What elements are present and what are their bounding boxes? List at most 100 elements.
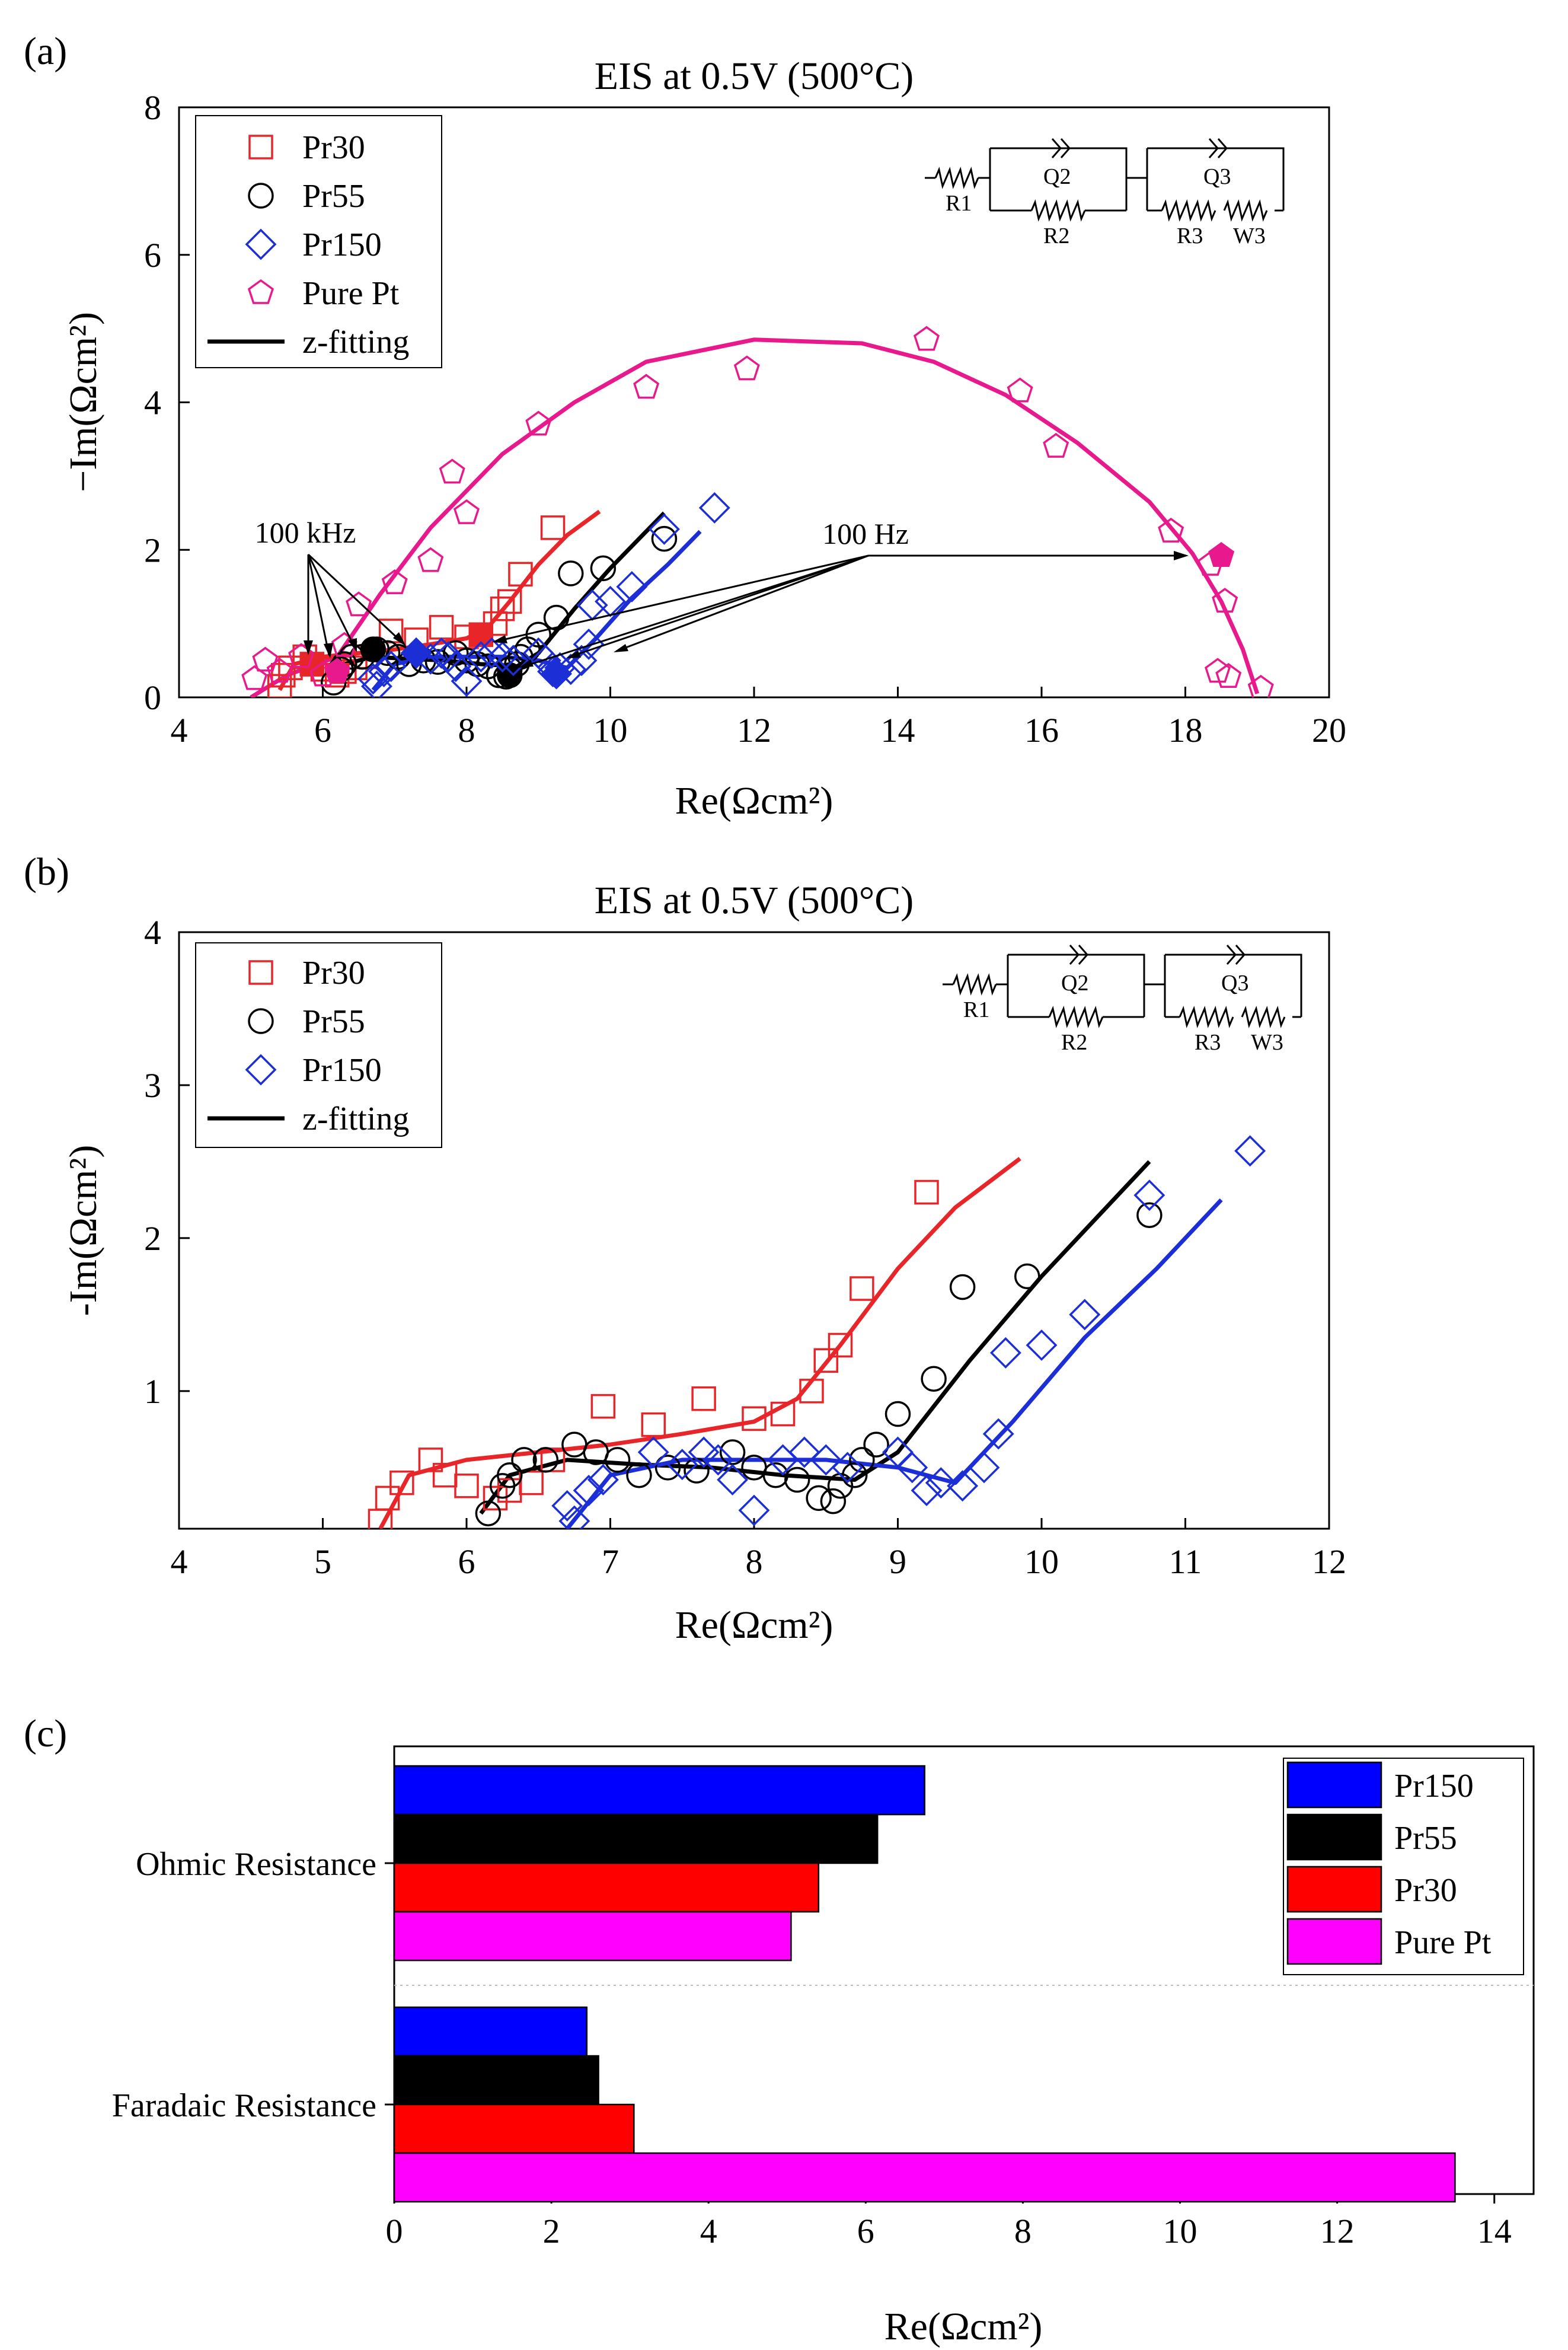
legend-marker-pr30 — [248, 135, 273, 160]
legend-swatch-pr55 — [1286, 1813, 1382, 1861]
point-pure-pt — [913, 326, 940, 351]
point-filled-pr150 — [400, 637, 432, 669]
point-pr30 — [799, 1379, 824, 1404]
point-pr30 — [828, 1332, 853, 1358]
point-pure-pt — [1158, 518, 1184, 543]
point-pr30 — [742, 1406, 767, 1431]
chart-title-a: EIS at 0.5V (500°C) — [595, 55, 914, 98]
point-pr30 — [418, 1447, 443, 1472]
point-pr55 — [863, 1431, 889, 1458]
point-pr150 — [360, 670, 392, 697]
resistor-r1 — [934, 167, 979, 189]
bar-pr55-faradaic-resistance — [393, 2055, 599, 2106]
circuit-label-r3: R3 — [1177, 224, 1203, 248]
circuit-label-q2: Q2 — [1061, 971, 1088, 996]
legend-marker-pr150 — [245, 228, 277, 260]
point-pure-pt — [1205, 658, 1231, 683]
legend-swatch-pure-pt — [1286, 1918, 1382, 1965]
point-pr150 — [810, 1444, 842, 1476]
x-tick-label: 7 — [602, 1542, 619, 1581]
circuit-label-r3: R3 — [1195, 1030, 1221, 1055]
bar-pure-pt-ohmic-resistance — [393, 1911, 792, 1962]
x-tick-label: 0 — [386, 2212, 403, 2250]
x-tick-label: 2 — [543, 2212, 560, 2250]
equivalent-circuit-b: R1 Q2 R2 Q3 R3 W3 — [943, 945, 1302, 1055]
point-pr150 — [702, 1444, 734, 1476]
x-tick-label: 14 — [881, 711, 915, 750]
y-tick-label: 1 — [144, 1372, 161, 1411]
x-tick-label: 10 — [1163, 2212, 1197, 2250]
point-pr150 — [982, 1418, 1014, 1450]
legend-label-pr30: Pr30 — [302, 129, 365, 166]
y-axis-label-a: −Im(Ωcm²) — [62, 312, 105, 492]
bar-pr30-ohmic-resistance — [393, 1862, 820, 1913]
point-pr150 — [717, 1463, 749, 1496]
point-pr55 — [626, 1462, 652, 1488]
point-pr55 — [590, 555, 617, 582]
x-tick-label: 9 — [889, 1542, 906, 1581]
point-pr55 — [820, 1488, 847, 1514]
y-tick-label: 0 — [144, 678, 161, 717]
x-tick-label: 4 — [171, 711, 188, 750]
point-pr150 — [989, 1337, 1021, 1369]
x-tick-label: 6 — [458, 1542, 475, 1581]
panel-label-c: (c) — [24, 1712, 67, 1755]
panel-c: (c) 0 2 4 6 8 10 12 14 Ohmic Resistance Faradaic… — [24, 1712, 1535, 2348]
point-pr55 — [1136, 1202, 1163, 1228]
panel-b: (b) EIS at 0.5V (500°C) 4 5 6 7 8 9 10 11 121234… — [24, 850, 1346, 1647]
point-pr150 — [375, 651, 407, 683]
circuit-label-q3: Q3 — [1221, 971, 1248, 996]
point-pr55 — [475, 1500, 502, 1526]
point-pr55 — [424, 649, 451, 675]
x-tick-label: 18 — [1168, 711, 1203, 750]
point-pure-pt — [453, 499, 480, 524]
fit-lines-a — [250, 337, 1260, 697]
legend-label-pr150: Pr150 — [302, 227, 382, 263]
legend-marker-pr55 — [248, 183, 274, 209]
bar-pr30-faradaic-resistance — [393, 2103, 635, 2154]
resistor-r2 — [1030, 199, 1086, 222]
x-tick-label: 6 — [857, 2212, 874, 2250]
circuit-label-r2: R2 — [1043, 224, 1069, 248]
resistor-r3 — [1179, 1006, 1234, 1028]
circuit-label-r1: R1 — [963, 997, 989, 1022]
circuit-label-w3: W3 — [1233, 224, 1266, 248]
point-pr55 — [849, 1447, 875, 1473]
y-axis-label-b: -Im(Ωcm²) — [62, 1145, 105, 1316]
point-pure-pt — [346, 591, 372, 617]
annotation-100khz — [307, 553, 404, 656]
x-axis-label-a: Re(Ωcm²) — [675, 779, 834, 822]
circuit-label-w3: W3 — [1251, 1030, 1283, 1055]
point-pr150 — [1234, 1135, 1266, 1167]
annotation-100hz — [494, 554, 1183, 668]
legend-label-pr55: Pr55 — [1394, 1820, 1457, 1857]
point-filled-pr55 — [497, 662, 523, 688]
point-pr30 — [519, 1470, 544, 1496]
legend-label-pr30: Pr30 — [1394, 1872, 1457, 1909]
point-pr55 — [511, 1447, 537, 1473]
x-tick-label: 11 — [1169, 1542, 1202, 1581]
x-tick-label: 16 — [1024, 711, 1059, 750]
y-tick-label: 6 — [144, 236, 161, 275]
point-pr150 — [451, 665, 483, 697]
legend-label-z-fitting: z-fitting — [302, 1101, 409, 1137]
x-tick-label: 20 — [1312, 711, 1346, 750]
point-pr30 — [691, 1386, 716, 1411]
point-pr55 — [806, 1485, 832, 1512]
legend-marker-pure-pt — [247, 279, 274, 304]
y-tick-label: 8 — [144, 88, 161, 127]
x-tick-label: 8 — [746, 1542, 763, 1581]
resistor-r2 — [1048, 1006, 1104, 1028]
category-labels: Ohmic Resistance Faradaic Resistance — [112, 1846, 376, 2124]
bar-pr150-ohmic-resistance — [393, 1765, 925, 1816]
equivalent-circuit-a: R1 Q2 R2 Q3 R3 W3 — [925, 138, 1285, 248]
annotation-arrowheads — [304, 551, 1189, 668]
point-pr150 — [1026, 1329, 1058, 1361]
point-pr30 — [508, 562, 533, 587]
point-pr30 — [271, 662, 296, 688]
point-pure-pt — [381, 569, 408, 594]
annotation-100hz-label: 100 Hz — [822, 517, 909, 550]
point-pr55 — [532, 1447, 559, 1473]
legend-label-pr150: Pr150 — [302, 1052, 382, 1089]
